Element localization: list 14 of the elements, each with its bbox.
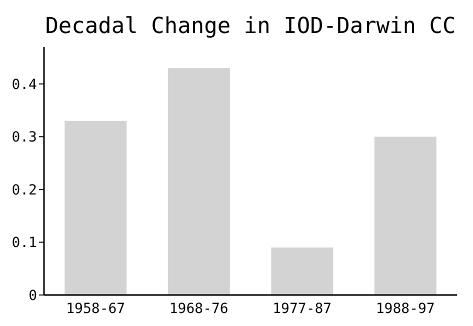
- y-tick-label: 0.3: [12, 130, 37, 146]
- x-tick-label: 1988-97: [376, 300, 435, 317]
- x-tick-label: 1958-67: [66, 300, 126, 317]
- bar: [271, 248, 334, 295]
- y-tick-label: 0.1: [12, 235, 37, 252]
- bar: [168, 68, 230, 295]
- y-tick-label: 0: [28, 288, 37, 304]
- bar: [374, 136, 436, 295]
- y-tick-label: 0.4: [12, 76, 37, 93]
- bar: [64, 120, 127, 295]
- chart-title: Decadal Change in IOD-Darwin CC: [44, 14, 457, 39]
- x-tick-label: 1968-76: [169, 300, 228, 317]
- x-tick-label: 1977-87: [272, 300, 332, 317]
- y-tick-label: 0.2: [12, 182, 37, 198]
